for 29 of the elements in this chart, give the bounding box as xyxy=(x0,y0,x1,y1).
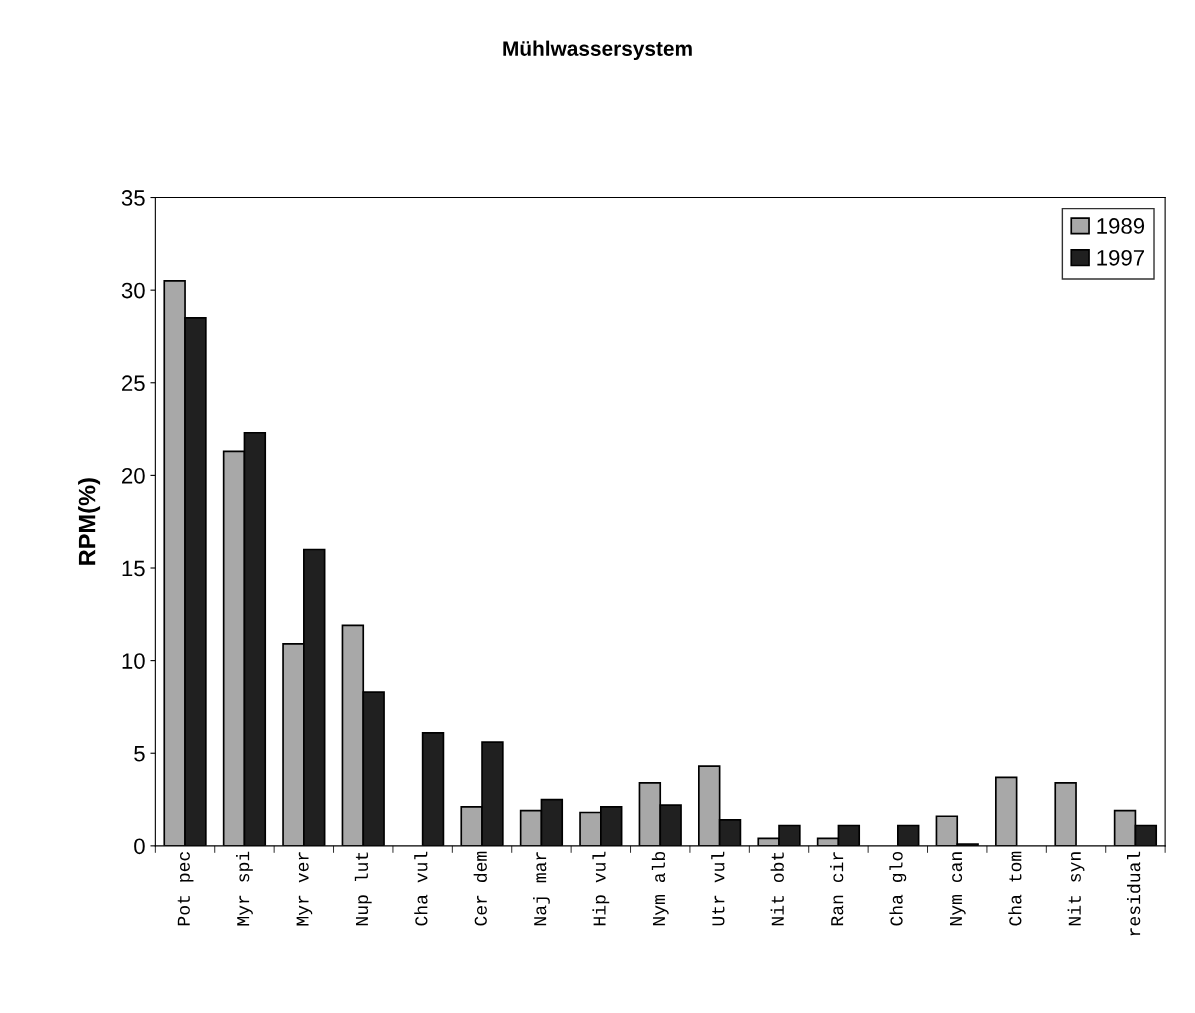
x-tick-label: Nit syn xyxy=(1067,852,1085,926)
y-tick-label: 0 xyxy=(134,838,145,855)
y-tick-label: 30 xyxy=(121,282,145,299)
x-tick-label: Naj mar xyxy=(533,852,550,926)
y-tick-label: 15 xyxy=(122,560,145,577)
legend-label: 1997 xyxy=(1097,249,1145,266)
x-tick-label: Myr ver xyxy=(296,852,313,926)
y-tick-label: 35 xyxy=(121,190,145,206)
x-tick-label: Hip vul xyxy=(592,851,610,926)
y-tick-label: 10 xyxy=(122,653,145,669)
x-tick-label: Cha vul xyxy=(414,851,428,926)
y-tick-label: 25 xyxy=(122,375,145,392)
x-tick-label: Myr spi xyxy=(236,851,253,926)
chart-title: Mühlwassersystem xyxy=(503,40,692,61)
x-tick-label: Nit obt xyxy=(770,852,784,926)
legend-label: 1989 xyxy=(1097,218,1145,234)
x-tick-label: Nym can xyxy=(950,852,966,926)
x-tick-label: Nup lut xyxy=(354,852,372,926)
x-tick-label: Cer dem xyxy=(473,851,487,926)
x-tick-label: Ran cir xyxy=(830,852,844,926)
x-tick-label: Cha tom xyxy=(1008,851,1022,926)
y-tick-label: 20 xyxy=(122,467,145,484)
y-tick-label: 5 xyxy=(134,746,145,762)
x-tick-label: Nym alb xyxy=(651,851,669,926)
x-tick-label: Cha glo xyxy=(889,851,907,926)
y-axis-title: RPM(%) xyxy=(78,478,101,565)
x-tick-label: Utr vul xyxy=(711,851,725,926)
x-tick-label: Pot pec xyxy=(177,852,194,926)
x-tick-label: residual xyxy=(1127,851,1141,936)
